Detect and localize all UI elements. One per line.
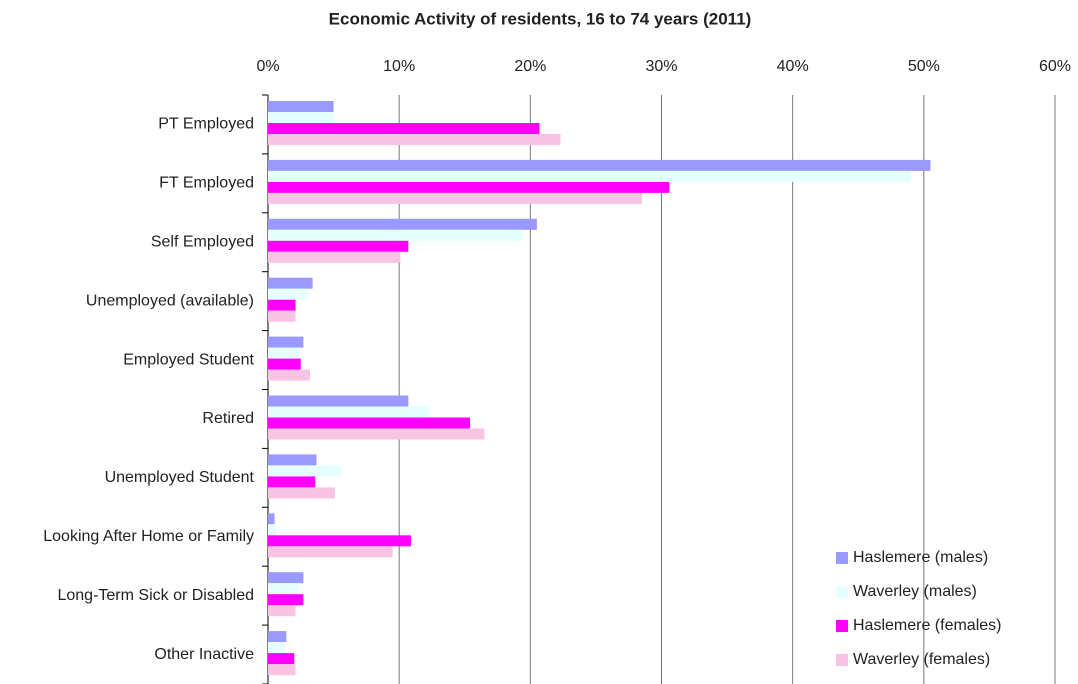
x-tick-label: 60% bbox=[1039, 58, 1071, 75]
bar bbox=[268, 369, 310, 381]
y-tick-label: Looking After Home or Family bbox=[43, 528, 254, 545]
bar bbox=[268, 465, 342, 477]
y-tick-label: Unemployed Student bbox=[105, 469, 255, 486]
bar bbox=[268, 642, 286, 654]
legend-label: Waverley (males) bbox=[853, 583, 977, 600]
bar bbox=[268, 476, 316, 488]
y-tick-label: Employed Student bbox=[123, 351, 254, 368]
y-tick-label: Retired bbox=[202, 410, 254, 427]
bar bbox=[268, 170, 911, 182]
legend-swatch bbox=[836, 654, 848, 666]
bar bbox=[268, 583, 300, 595]
bar bbox=[268, 112, 334, 123]
bar bbox=[268, 251, 401, 263]
bar bbox=[268, 358, 301, 370]
bar bbox=[268, 192, 642, 204]
legend-label: Haslemere (females) bbox=[853, 617, 1001, 634]
bar bbox=[268, 487, 335, 499]
x-tick-label: 20% bbox=[514, 58, 546, 75]
bar bbox=[268, 240, 409, 252]
legend-swatch bbox=[836, 586, 848, 598]
bar bbox=[268, 159, 931, 171]
bar bbox=[268, 605, 296, 617]
bar bbox=[268, 310, 296, 322]
x-tick-label: 0% bbox=[256, 58, 279, 75]
bar bbox=[268, 277, 313, 289]
bar bbox=[268, 653, 295, 665]
y-tick-label: Unemployed (available) bbox=[86, 292, 254, 309]
x-tick-label: 40% bbox=[777, 58, 809, 75]
legend-swatch bbox=[836, 552, 848, 564]
bar bbox=[268, 546, 393, 558]
x-tick-label: 30% bbox=[645, 58, 677, 75]
bar bbox=[268, 631, 287, 643]
bar bbox=[268, 535, 411, 547]
bar bbox=[268, 229, 523, 241]
x-tick-label: 50% bbox=[908, 58, 940, 75]
legend-label: Haslemere (males) bbox=[853, 549, 988, 566]
bar bbox=[268, 101, 334, 112]
y-tick-label: PT Employed bbox=[158, 116, 254, 133]
bar bbox=[268, 299, 296, 311]
bar bbox=[268, 513, 275, 525]
bar bbox=[268, 524, 276, 536]
bar bbox=[268, 134, 561, 145]
chart-title: Economic Activity of residents, 16 to 74… bbox=[329, 9, 752, 28]
bar bbox=[268, 664, 296, 676]
bar bbox=[268, 572, 304, 584]
y-tick-label: FT Employed bbox=[159, 175, 254, 192]
bar bbox=[268, 347, 300, 359]
legend-swatch bbox=[836, 620, 848, 632]
bar bbox=[268, 417, 470, 429]
bar bbox=[268, 428, 485, 440]
bar bbox=[268, 454, 317, 466]
x-tick-label: 10% bbox=[383, 58, 415, 75]
legend-label: Waverley (females) bbox=[853, 651, 990, 668]
bar bbox=[268, 218, 537, 230]
bar bbox=[268, 594, 304, 606]
bar bbox=[268, 395, 409, 407]
bar bbox=[268, 288, 308, 300]
y-tick-label: Other Inactive bbox=[154, 646, 254, 663]
y-tick-label: Self Employed bbox=[151, 233, 254, 250]
bar bbox=[268, 336, 304, 348]
y-tick-label: Long-Term Sick or Disabled bbox=[57, 587, 254, 604]
bar bbox=[268, 123, 540, 134]
bar bbox=[268, 406, 430, 418]
bar bbox=[268, 181, 670, 193]
